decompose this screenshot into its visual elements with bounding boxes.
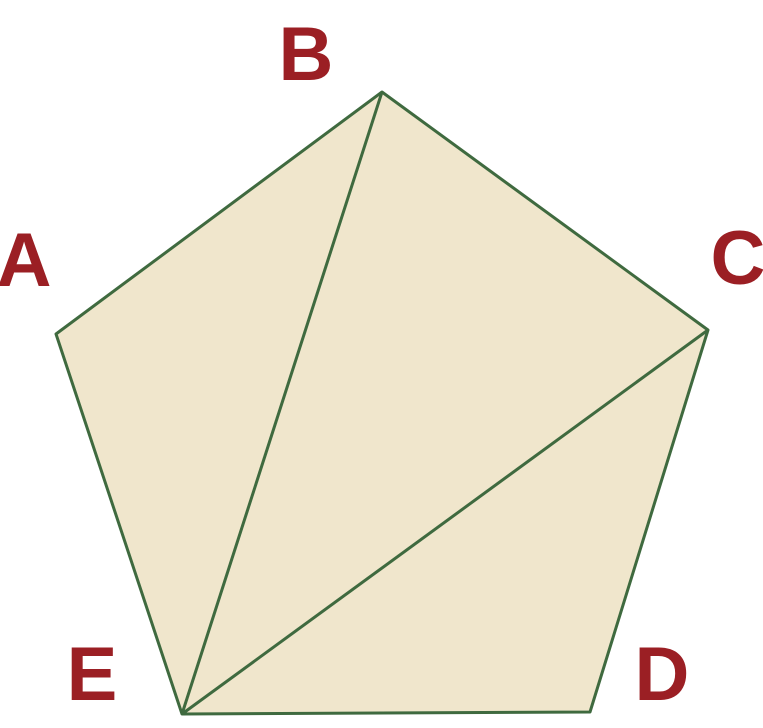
vertex-label-d: D bbox=[635, 632, 690, 717]
diagonal-e-c bbox=[181, 328, 709, 716]
diagonal-e-b bbox=[180, 91, 384, 715]
vertex-label-c: C bbox=[711, 216, 763, 301]
vertex-label-e: E bbox=[67, 632, 118, 717]
vertex-label-a: A bbox=[0, 218, 51, 303]
pentagon-shape bbox=[54, 90, 710, 716]
vertex-label-b: B bbox=[279, 12, 334, 97]
